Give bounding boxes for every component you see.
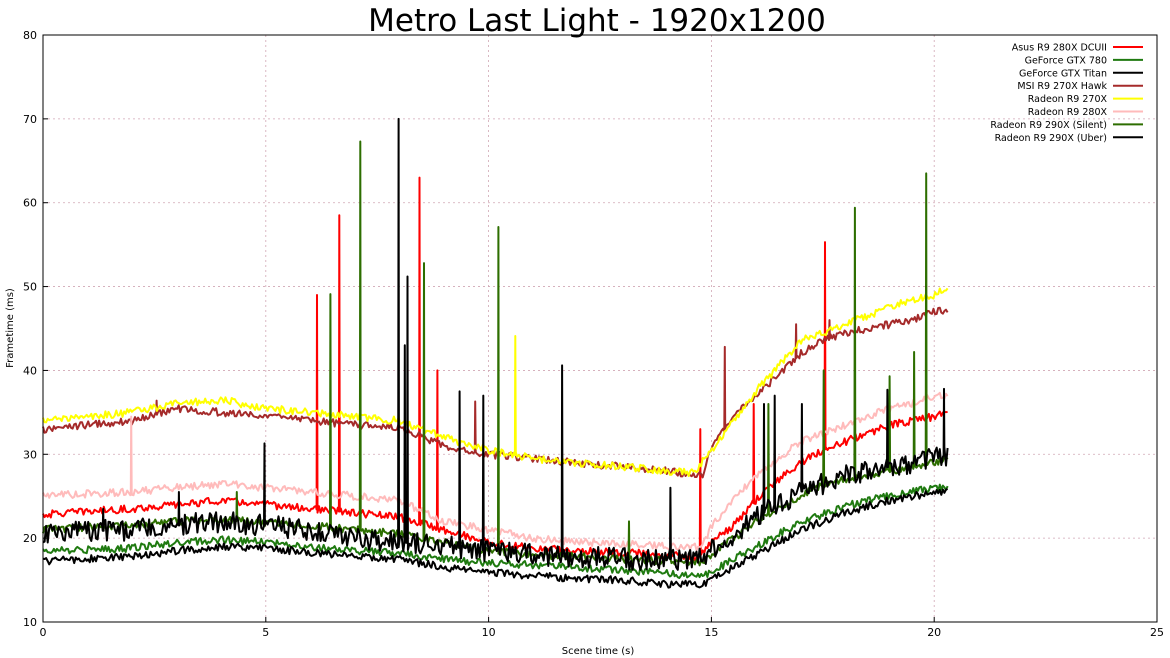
legend-label: Radeon R9 290X (Silent) <box>990 120 1107 131</box>
x-tick-label: 0 <box>40 626 47 639</box>
y-tick-label: 20 <box>23 532 37 545</box>
y-tick-label: 80 <box>23 29 37 42</box>
plot-frame <box>42 34 1158 623</box>
x-tick-label: 15 <box>704 626 718 639</box>
legend-label: Radeon R9 290X (Uber) <box>995 133 1107 144</box>
y-axis-label: Frametime (ms) <box>5 288 16 368</box>
x-axis-label: Scene time (s) <box>562 646 635 657</box>
x-tick-label: 5 <box>262 626 269 639</box>
y-tick-label: 50 <box>23 281 37 294</box>
series-line-6 <box>42 391 949 552</box>
legend-label: Asus R9 280X DCUII <box>1012 43 1107 54</box>
legend-label: GeForce GTX Titan <box>1019 68 1107 79</box>
legend-label: Radeon R9 280X <box>1028 107 1108 118</box>
legend-label: Radeon R9 270X <box>1028 94 1108 105</box>
series-line-3 <box>42 487 949 589</box>
legend-label: GeForce GTX 780 <box>1025 55 1107 66</box>
y-tick-label: 70 <box>23 113 37 126</box>
chart-title: Metro Last Light - 1920x1200 <box>368 3 826 39</box>
y-tick-label: 30 <box>23 448 37 461</box>
y-tick-label: 40 <box>23 364 37 377</box>
x-tick-label: 25 <box>1150 626 1164 639</box>
y-tick-label: 60 <box>23 197 37 210</box>
series-line-2 <box>42 483 949 579</box>
x-tick-label: 20 <box>927 626 941 639</box>
series-line-8 <box>42 117 949 571</box>
legend-label: MSI R9 270X Hawk <box>1017 81 1107 92</box>
series-layer <box>42 117 949 589</box>
y-tick-label: 10 <box>23 616 37 629</box>
ticks: 0 5 10 15 20 25 10 20 30 40 50 60 70 80 <box>23 29 1164 639</box>
x-tick-label: 10 <box>482 626 496 639</box>
